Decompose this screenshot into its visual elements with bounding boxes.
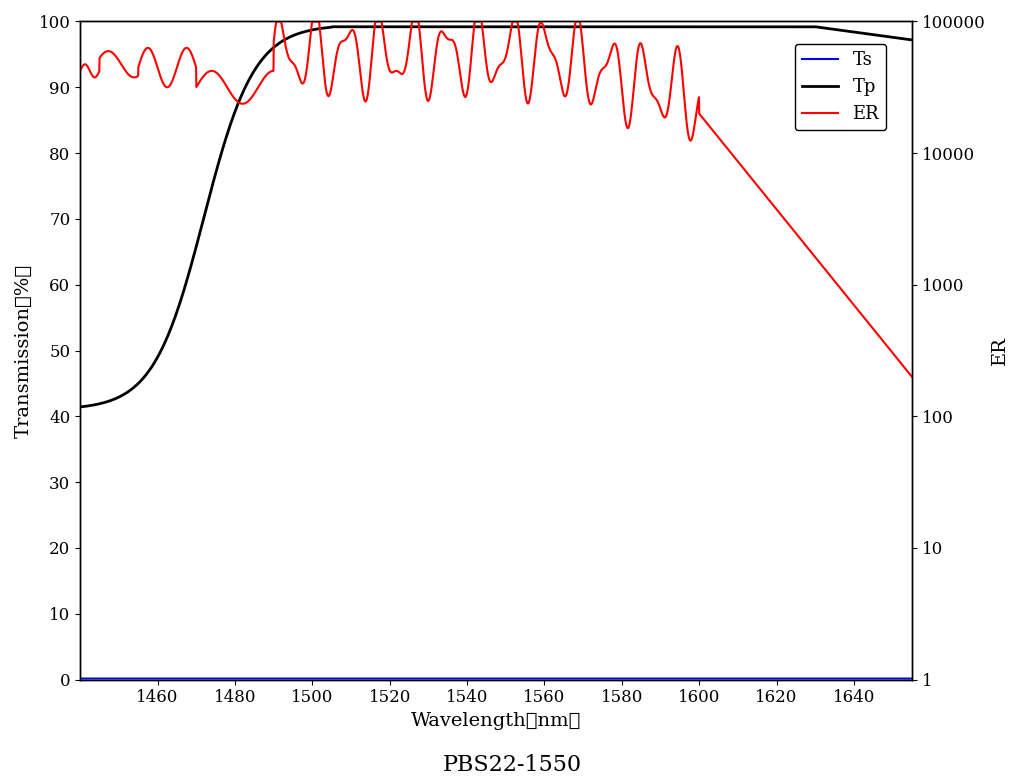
Y-axis label: ER: ER bbox=[991, 336, 1009, 365]
Ts bbox=[117, 673, 129, 683]
Ts bbox=[882, 673, 894, 683]
Text: PBS22-1550: PBS22-1550 bbox=[442, 754, 582, 776]
ER bbox=[906, 372, 919, 382]
Ts bbox=[457, 673, 469, 683]
Legend: Ts, Tp, ER: Ts, Tp, ER bbox=[795, 44, 887, 130]
X-axis label: Wavelength（nm）: Wavelength（nm） bbox=[411, 712, 582, 730]
Tp bbox=[729, 22, 741, 31]
Line: Tp: Tp bbox=[80, 27, 912, 407]
Tp bbox=[74, 402, 86, 412]
Tp bbox=[479, 22, 492, 31]
Tp bbox=[882, 32, 894, 42]
Ts bbox=[478, 673, 490, 683]
Ts bbox=[74, 673, 86, 683]
ER bbox=[800, 241, 812, 251]
Ts bbox=[906, 673, 919, 683]
Ts bbox=[729, 673, 741, 683]
ER bbox=[74, 66, 86, 75]
Tp bbox=[906, 35, 919, 45]
Line: ER: ER bbox=[80, 21, 912, 377]
ER bbox=[429, 51, 441, 60]
ER bbox=[393, 67, 406, 77]
ER bbox=[890, 352, 902, 361]
ER bbox=[169, 69, 181, 78]
Tp bbox=[457, 22, 469, 31]
Tp bbox=[117, 390, 129, 400]
ER bbox=[218, 78, 230, 87]
Ts bbox=[882, 673, 894, 683]
Tp bbox=[326, 22, 338, 31]
Tp bbox=[882, 32, 894, 42]
ER bbox=[270, 16, 283, 26]
Y-axis label: Transmission（%）: Transmission（%） bbox=[15, 263, 33, 437]
